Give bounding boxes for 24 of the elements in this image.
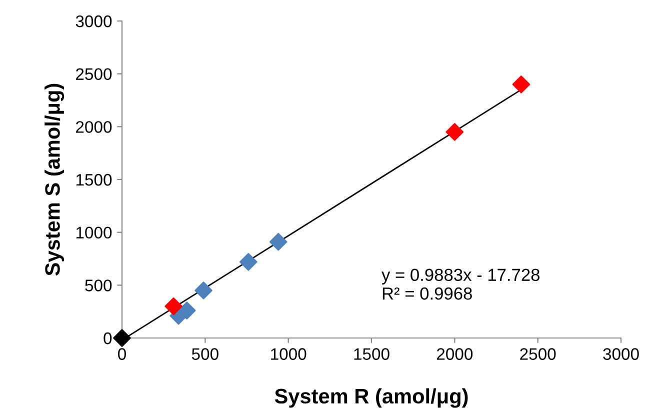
x-tick-label: 3000 (603, 348, 639, 360)
y-tick-label: 0 (104, 332, 112, 344)
x-tick-label: 2500 (520, 348, 556, 360)
x-axis-title: System R (amol/μg) (274, 388, 468, 408)
y-axis-title: System S (amol/μg) (44, 84, 64, 276)
point (240, 253, 258, 271)
x-tick-label: 1000 (271, 348, 306, 360)
point (512, 75, 530, 94)
y-tick-label: 2000 (76, 121, 112, 133)
y-tick-label: 500 (85, 280, 112, 292)
point (269, 232, 288, 251)
x-tick-label: 500 (192, 348, 218, 360)
point (194, 282, 212, 300)
x-tick-label: 2000 (436, 348, 473, 360)
annotation: y = 0.9883x - 17.728 R² = 0.9968 (382, 268, 540, 300)
y-tick-label: 2500 (76, 68, 112, 80)
point (164, 297, 182, 316)
y-tick-label: 3000 (76, 15, 112, 28)
x-tick-label: 0 (118, 348, 126, 360)
point (446, 123, 464, 141)
y-tick-label: 1500 (76, 174, 112, 186)
y-tick-label: 1000 (76, 226, 112, 239)
point (113, 329, 131, 347)
x-tick-label: 1500 (354, 348, 390, 360)
